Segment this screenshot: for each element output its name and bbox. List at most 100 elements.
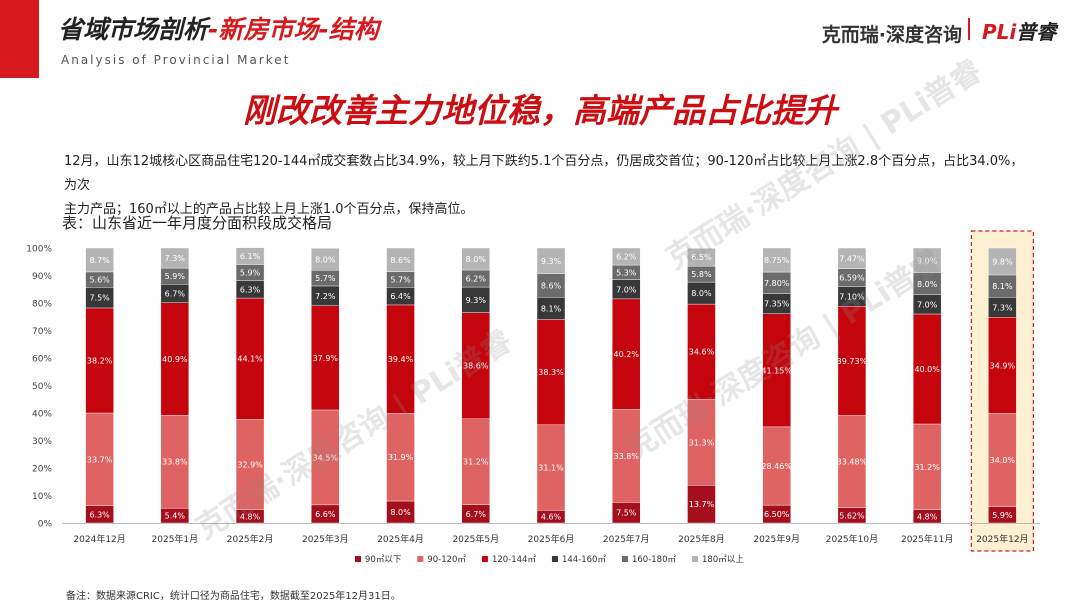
data-label: 34.5% <box>313 453 339 462</box>
data-label: 40.9% <box>162 355 188 364</box>
data-label: 38.6% <box>463 362 489 371</box>
bar-segment <box>536 247 566 274</box>
legend-swatch <box>417 556 424 562</box>
data-label: 7.0% <box>917 300 938 309</box>
data-label: 7.2% <box>315 292 336 301</box>
data-label: 8.1% <box>992 282 1013 291</box>
bar-segment <box>235 419 265 511</box>
bar-segment <box>762 247 791 273</box>
data-label: 31.2% <box>463 458 489 467</box>
y-tick-label: 80% <box>32 300 52 310</box>
x-tick-label: 2025年9月 <box>753 533 800 545</box>
bar-segment <box>235 297 265 420</box>
data-label: 38.2% <box>87 356 113 365</box>
bar-segment <box>160 302 190 416</box>
y-tick-label: 90% <box>32 272 52 282</box>
legend-label: 160-180㎡ <box>632 555 677 565</box>
data-label: 8.0% <box>691 289 712 298</box>
legend-label: 120-144㎡ <box>492 555 537 565</box>
data-label: 32.9% <box>237 461 263 470</box>
bar-segment <box>311 409 340 506</box>
data-label: 5.9% <box>165 272 186 281</box>
data-label: 7.3% <box>992 303 1013 312</box>
data-label: 31.2% <box>914 463 940 472</box>
description-line-1: 12月，山东12城核心区商品住宅120-144㎡成交套数占比34.9%，较上月下… <box>64 154 1024 193</box>
bar-segment <box>160 247 190 269</box>
data-label: 8.1% <box>541 304 562 313</box>
data-label: 8.6% <box>390 256 411 265</box>
data-label: 31.9% <box>388 453 414 462</box>
data-label: 9.3% <box>541 257 562 266</box>
legend-swatch <box>551 556 558 562</box>
data-label: 37.9% <box>313 354 339 363</box>
data-label: 4.8% <box>240 512 261 521</box>
legend-label: 180㎡以上 <box>702 555 744 565</box>
brand-name: 克而瑞·深度咨询 <box>821 24 962 46</box>
bar-segment <box>762 426 791 506</box>
bar-segment <box>386 247 415 272</box>
data-label: 40.0% <box>914 365 940 374</box>
data-label: 6.1% <box>240 252 261 261</box>
data-label: 34.9% <box>990 361 1016 370</box>
data-label: 40.2% <box>614 350 640 359</box>
chart-title: 表：山东省近一年月度分面积段成交格局 <box>62 214 333 232</box>
data-label: 7.0% <box>616 285 637 294</box>
bar-segment <box>687 399 716 486</box>
data-label: 6.50% <box>764 510 790 519</box>
y-tick-label: 20% <box>32 465 52 475</box>
data-label: 31.3% <box>689 438 715 447</box>
y-tick-label: 100% <box>26 245 52 255</box>
data-label: 7.35% <box>764 300 790 309</box>
legend-swatch <box>355 556 361 562</box>
data-label: 44.1% <box>237 355 263 364</box>
data-label: 5.7% <box>390 275 411 284</box>
section-subtitle: Analysis of Provincial Market <box>61 53 291 67</box>
bar-segment <box>687 303 716 400</box>
data-label: 7.5% <box>89 294 110 303</box>
data-label: 39.4% <box>388 355 414 364</box>
data-label: 5.4% <box>165 512 186 521</box>
data-label: 9.8% <box>992 257 1013 266</box>
data-label: 9.3% <box>466 296 487 305</box>
data-label: 8.6% <box>541 281 562 290</box>
x-tick-label: 2025年12月 <box>976 533 1028 545</box>
brand-logo: PLi普睿 <box>982 20 1057 44</box>
brand-divider <box>968 18 970 40</box>
bar-segment <box>235 247 265 265</box>
data-label: 34.6% <box>689 348 715 357</box>
bar-segment <box>837 415 867 508</box>
data-label: 8.0% <box>466 255 487 264</box>
data-label: 5.7% <box>315 274 336 283</box>
data-label: 5.6% <box>89 276 110 285</box>
footnote: 备注：数据来源CRIC，统计口径为商品住宅，数据截至2025年12月31日。 <box>66 591 401 602</box>
data-label: 5.8% <box>691 270 712 279</box>
legend-label: 90-120㎡ <box>427 555 466 565</box>
bar-segment <box>311 248 340 271</box>
legend-label: 144-160㎡ <box>562 555 607 565</box>
x-tick-label: 2024年12月 <box>73 533 125 545</box>
bar-segment <box>386 413 415 502</box>
data-label: 5.3% <box>616 268 637 277</box>
bar-segment <box>988 247 1017 276</box>
data-label: 41.15% <box>761 366 792 375</box>
data-label: 8.0% <box>390 508 411 517</box>
bar-segment <box>386 304 415 414</box>
legend-label: 90㎡以下 <box>365 555 402 565</box>
x-tick-label: 2025年11月 <box>901 533 953 545</box>
y-tick-label: 10% <box>32 492 52 502</box>
bar-segment <box>85 412 114 506</box>
data-label: 8.0% <box>917 280 938 289</box>
x-tick-label: 2025年5月 <box>452 533 499 545</box>
bar-segment <box>687 248 716 267</box>
x-tick-label: 2025年8月 <box>678 533 725 545</box>
x-tick-label: 2025年10月 <box>826 533 878 545</box>
data-label: 5.62% <box>839 511 865 520</box>
bar-segment <box>837 247 867 269</box>
bar-segment <box>461 247 490 271</box>
y-tick-label: 40% <box>32 410 52 420</box>
data-label: 6.3% <box>240 285 261 294</box>
bar-segment <box>988 317 1017 414</box>
x-tick-label: 2025年6月 <box>528 533 575 545</box>
data-label: 6.6% <box>315 510 336 519</box>
